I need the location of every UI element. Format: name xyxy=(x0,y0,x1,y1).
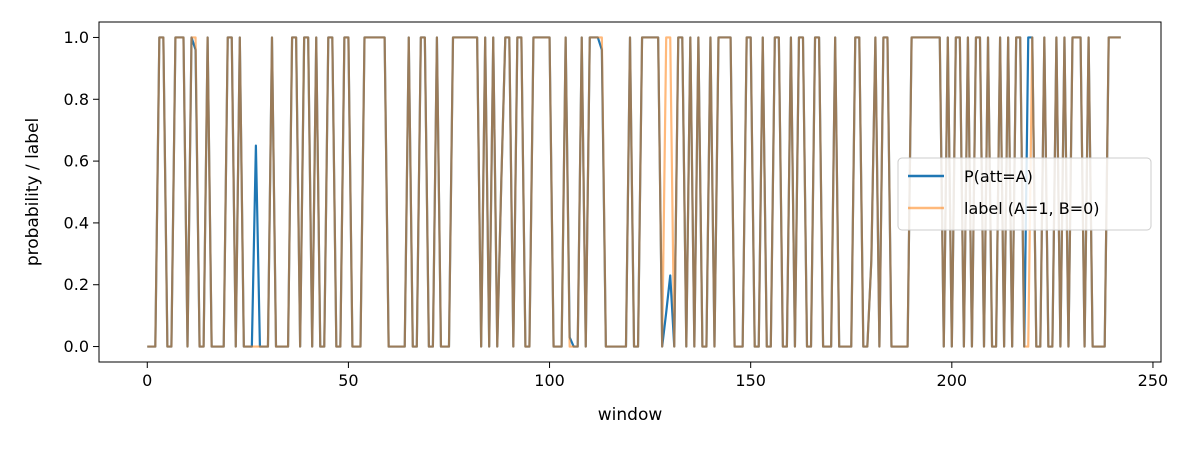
series-line-label xyxy=(147,36,1121,348)
x-tick-label: 0 xyxy=(142,371,152,390)
x-tick-label: 250 xyxy=(1138,371,1169,390)
y-axis-label: probability / label xyxy=(23,118,43,266)
y-tick-label: 0.4 xyxy=(64,213,89,232)
y-tick-label: 1.0 xyxy=(64,28,89,47)
legend-box xyxy=(897,157,1152,231)
series-group xyxy=(147,36,1121,348)
x-axis-label: window xyxy=(598,405,663,425)
legend-label-label: label (A=1, B=0) xyxy=(964,199,1100,218)
axes-frame xyxy=(98,21,1162,363)
legend-label-p-att-a: P(att=A) xyxy=(964,167,1033,186)
x-tick-label: 50 xyxy=(338,371,358,390)
legend: P(att=A) label (A=1, B=0) xyxy=(897,157,1152,231)
y-tick-label: 0.8 xyxy=(64,90,89,109)
y-axis: 0.0 0.2 0.4 0.6 0.8 1.0 xyxy=(64,28,99,356)
y-tick-label: 0.2 xyxy=(64,275,89,294)
x-tick-label: 100 xyxy=(534,371,565,390)
x-tick-label: 200 xyxy=(937,371,968,390)
y-tick-label: 0.6 xyxy=(64,152,89,171)
y-tick-label: 0.0 xyxy=(64,337,89,356)
x-tick-label: 150 xyxy=(735,371,766,390)
plot-area xyxy=(98,21,1162,363)
x-axis: 0 50 100 150 200 250 xyxy=(142,362,1168,390)
